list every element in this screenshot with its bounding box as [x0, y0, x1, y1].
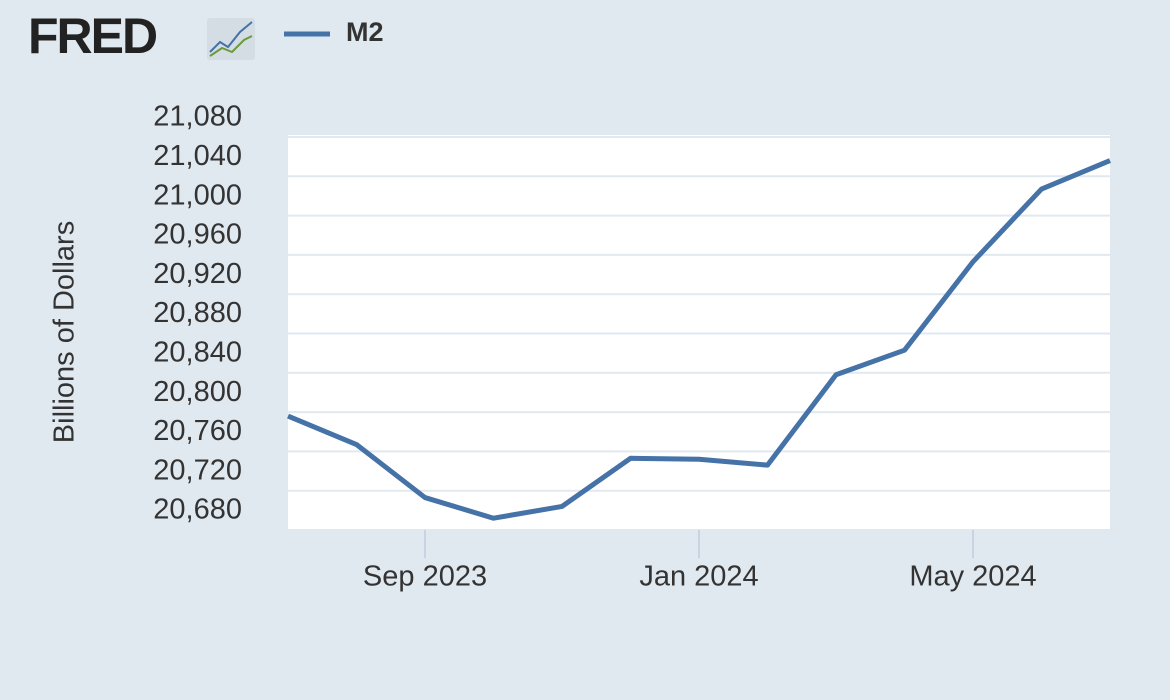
y-tick-label: 20,880 — [153, 297, 242, 329]
x-tick-label: Sep 2023 — [363, 561, 487, 593]
y-tick-label: 21,080 — [153, 101, 242, 133]
y-tick-label: 20,720 — [153, 454, 242, 486]
y-tick-label: 21,000 — [153, 179, 242, 211]
y-axis-label: Billions of Dollars — [49, 221, 81, 443]
y-tick-label: 20,760 — [153, 415, 242, 447]
y-tick-label: 20,800 — [153, 376, 242, 408]
y-tick-label: 20,680 — [153, 494, 242, 526]
y-tick-label: 20,960 — [153, 219, 242, 251]
data-line — [287, 158, 1111, 521]
logo-icon — [207, 18, 255, 60]
y-tick-label: 20,840 — [153, 336, 242, 368]
x-tick-label: Jan 2024 — [639, 561, 758, 593]
legend-label: M2 — [346, 17, 384, 47]
y-tick-label: 20,920 — [153, 258, 242, 290]
x-tick-label: May 2024 — [909, 561, 1036, 593]
y-tick-label: 21,040 — [153, 140, 242, 172]
brand-logo: FRED — [28, 8, 157, 64]
